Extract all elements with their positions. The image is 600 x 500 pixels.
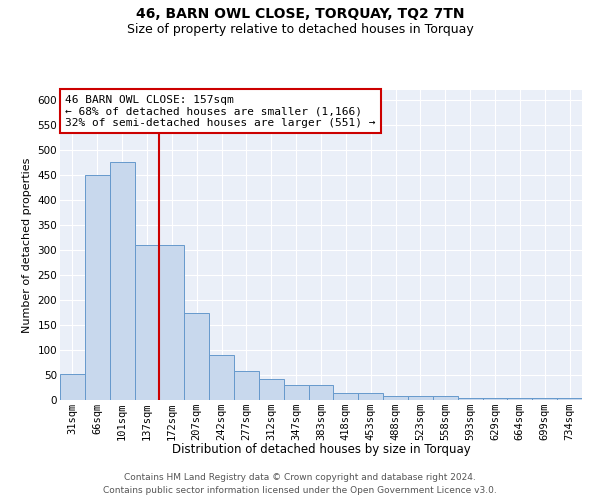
Bar (532, 398, 557, 400)
Bar (557, 398, 582, 400)
Bar (308, 385, 334, 400)
Text: Contains HM Land Registry data © Crown copyright and database right 2024.
Contai: Contains HM Land Registry data © Crown c… (103, 473, 497, 495)
Bar (184, 312, 209, 400)
Bar (408, 396, 433, 400)
Text: 46, BARN OWL CLOSE, TORQUAY, TQ2 7TN: 46, BARN OWL CLOSE, TORQUAY, TQ2 7TN (136, 8, 464, 22)
Bar (234, 371, 259, 400)
Text: Distribution of detached houses by size in Torquay: Distribution of detached houses by size … (172, 442, 470, 456)
Bar (383, 396, 408, 400)
Bar (433, 396, 458, 400)
Bar (358, 392, 383, 400)
Bar (134, 245, 160, 400)
Bar (60, 374, 85, 400)
Bar (85, 175, 110, 400)
Bar (160, 245, 184, 400)
Bar (259, 379, 284, 400)
Bar (284, 385, 308, 400)
Text: 46 BARN OWL CLOSE: 157sqm
← 68% of detached houses are smaller (1,166)
32% of se: 46 BARN OWL CLOSE: 157sqm ← 68% of detac… (65, 94, 376, 128)
Bar (110, 162, 134, 400)
Text: Size of property relative to detached houses in Torquay: Size of property relative to detached ho… (127, 22, 473, 36)
Bar (458, 398, 482, 400)
Bar (209, 355, 234, 400)
Y-axis label: Number of detached properties: Number of detached properties (22, 158, 32, 332)
Bar (334, 392, 358, 400)
Bar (508, 398, 532, 400)
Bar (482, 398, 508, 400)
